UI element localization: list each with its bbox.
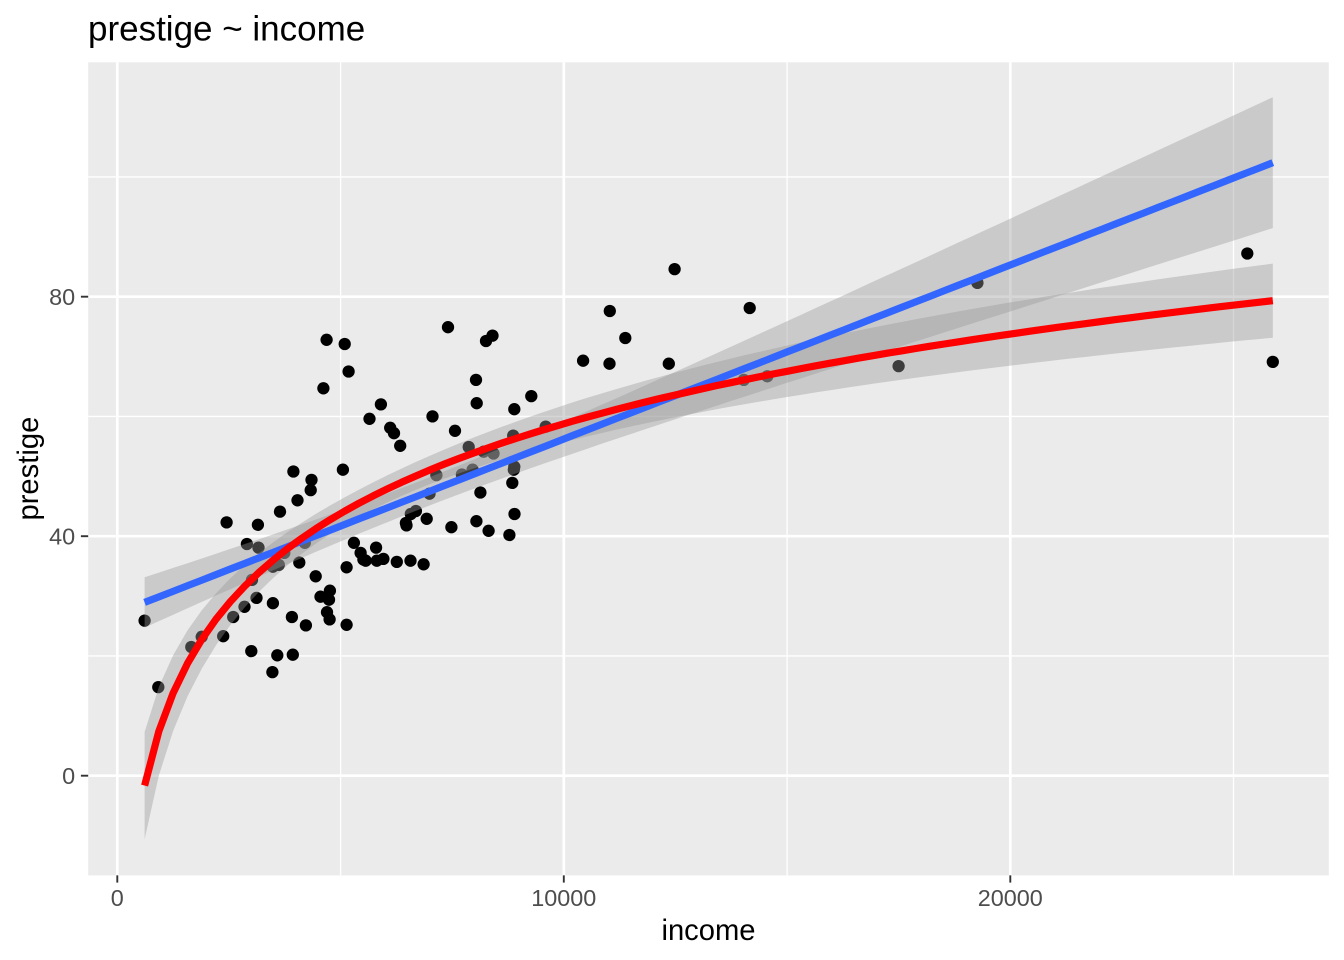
svg-text:40: 40: [49, 524, 75, 550]
svg-text:0: 0: [62, 763, 75, 789]
svg-text:80: 80: [49, 284, 75, 310]
svg-text:0: 0: [111, 885, 124, 911]
svg-text:prestige: prestige: [13, 417, 45, 521]
svg-text:income: income: [661, 915, 755, 947]
svg-text:prestige ~ income: prestige ~ income: [88, 10, 365, 49]
svg-text:10000: 10000: [531, 885, 596, 911]
svg-text:20000: 20000: [978, 885, 1043, 911]
